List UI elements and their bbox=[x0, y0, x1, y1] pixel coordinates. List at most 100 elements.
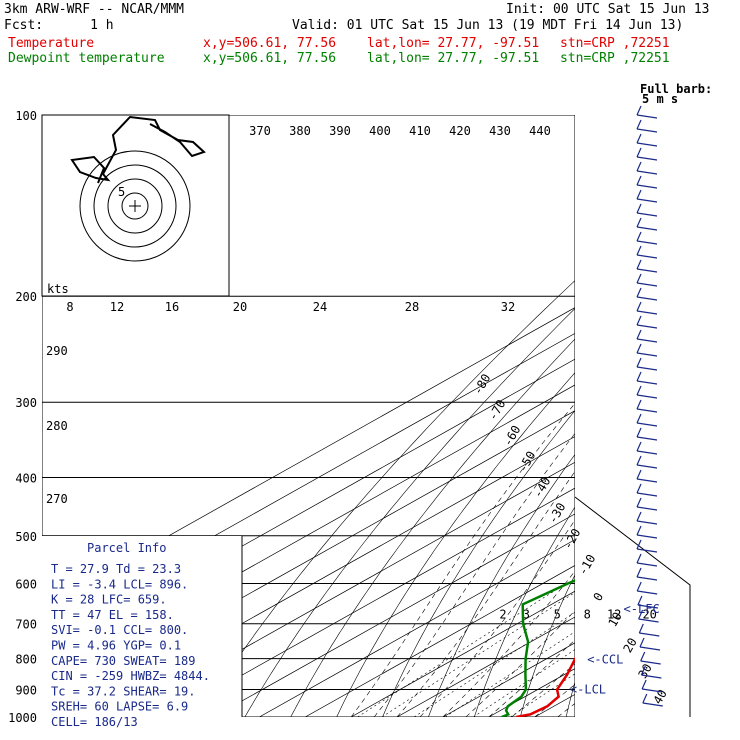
moist-adiabat bbox=[350, 402, 575, 717]
theta-label: 400 bbox=[369, 124, 391, 138]
wind-barb-flag bbox=[638, 623, 644, 634]
wind-barb-flag bbox=[636, 301, 642, 312]
isotherm bbox=[350, 590, 575, 717]
wind-scale-label: Full barb: bbox=[640, 82, 712, 96]
wind-barb bbox=[638, 618, 659, 623]
parcel-info-row: T = 27.9 Td = 23.3 bbox=[51, 562, 181, 576]
wind-barb bbox=[636, 492, 658, 497]
wind-barb bbox=[636, 506, 658, 511]
wind-barb bbox=[636, 436, 658, 441]
hodograph-units: kts bbox=[47, 282, 69, 296]
wind-barb bbox=[636, 254, 658, 259]
wind-barb-flag bbox=[636, 133, 642, 144]
dewpoint-profile bbox=[501, 579, 575, 717]
parcel-info-box bbox=[42, 536, 242, 717]
wind-barb-flag bbox=[636, 497, 642, 508]
isotherm-label: 20 bbox=[620, 636, 639, 656]
legend-temperature-label: Temperature bbox=[8, 36, 95, 51]
mixing-ratio-label: 3 bbox=[523, 608, 530, 622]
wind-barb-flag bbox=[636, 189, 642, 200]
hodograph-speed-label: 16 bbox=[165, 300, 179, 314]
parcel-level-label: <-LFC bbox=[624, 602, 660, 616]
theta-label: 270 bbox=[46, 492, 68, 506]
isotherm bbox=[305, 565, 575, 717]
wind-barb bbox=[636, 226, 658, 231]
wind-barb-flag bbox=[636, 245, 642, 256]
legend-temperature-xy: x,y=506.61, 77.56 bbox=[203, 36, 337, 51]
pressure-label: 1000 bbox=[8, 711, 37, 725]
dry-adiabat bbox=[612, 115, 740, 717]
pressure-label: 700 bbox=[15, 618, 37, 632]
wind-barb bbox=[636, 240, 658, 245]
dry-adiabat bbox=[565, 680, 575, 717]
model-title: 3km ARW-WRF -- NCAR/MMM bbox=[4, 2, 185, 17]
wind-barb-flag bbox=[636, 105, 642, 116]
wind-barb bbox=[636, 464, 658, 469]
parcel-info-row: CIN = -259 HWBZ= 4844. bbox=[51, 669, 210, 683]
hodograph-speed-label: 28 bbox=[405, 300, 419, 314]
moist-adiabat bbox=[465, 610, 575, 717]
isotherm-label: -30 bbox=[545, 500, 568, 526]
parcel-level-label: <-CCL bbox=[587, 653, 623, 667]
hodograph-ring bbox=[93, 164, 177, 248]
isotherm-label: 30 bbox=[635, 661, 654, 681]
wind-barb-flag bbox=[636, 385, 642, 396]
mixing-ratio-line bbox=[381, 592, 575, 717]
wind-barb bbox=[637, 590, 658, 595]
wind-barb-flag bbox=[640, 651, 646, 662]
isotherm-label: -20 bbox=[560, 526, 583, 552]
pressure-label: 100 bbox=[15, 109, 37, 123]
wind-barb bbox=[642, 702, 663, 707]
isotherm bbox=[581, 115, 740, 717]
wind-barb-flag bbox=[636, 119, 642, 130]
wind-barb bbox=[636, 520, 658, 525]
legend-dewpoint-xy: x,y=506.61, 77.56 bbox=[203, 51, 337, 66]
wind-barb-flag bbox=[636, 469, 642, 480]
wind-barb bbox=[636, 212, 658, 217]
pressure-label: 900 bbox=[15, 683, 37, 697]
temperature-profile bbox=[516, 656, 575, 717]
theta-label: 380 bbox=[289, 124, 311, 138]
pressure-label: 600 bbox=[15, 577, 37, 591]
parcel-info-row: Tc = 37.2 SHEAR= 19. bbox=[51, 684, 196, 698]
parcel-info-row: PW = 4.96 YGP= 0.1 bbox=[51, 639, 181, 653]
moist-adiabat bbox=[511, 663, 575, 717]
wind-scale-units: 5 m s bbox=[642, 92, 678, 106]
theta-label: 420 bbox=[449, 124, 471, 138]
hodograph-speed-label: 20 bbox=[233, 300, 247, 314]
valid-time: Valid: 01 UTC Sat 15 Jun 13 (19 MDT Fri … bbox=[292, 18, 684, 33]
isotherm-label: -80 bbox=[470, 371, 493, 397]
wind-barb bbox=[636, 576, 658, 581]
wind-barb bbox=[636, 128, 658, 133]
hodograph-speed-label: 32 bbox=[501, 300, 515, 314]
mixing-ratio-label: 2 bbox=[499, 608, 506, 622]
wind-barb bbox=[636, 366, 658, 371]
dry-adiabat bbox=[198, 280, 575, 717]
parcel-info-row: SVI= -0.1 CCL= 800. bbox=[51, 623, 188, 637]
mixing-ratio-label: 12 bbox=[607, 608, 621, 622]
mixing-ratio-line bbox=[473, 649, 575, 717]
isotherm-label: 40 bbox=[650, 687, 669, 707]
parcel-info-row: LI = -3.4 LCL= 896. bbox=[51, 577, 188, 591]
moist-adiabat bbox=[419, 519, 575, 717]
parcel-info-row: CELL= 186/13 bbox=[51, 715, 138, 729]
wind-barb bbox=[640, 660, 661, 665]
moist-adiabat bbox=[488, 639, 575, 717]
wind-barb bbox=[636, 282, 658, 287]
wind-barb-flag bbox=[636, 455, 642, 466]
hodograph-ring-label: 5 bbox=[118, 185, 125, 199]
moist-adiabat bbox=[396, 470, 575, 717]
parcel-info-row: TT = 47 EL = 158. bbox=[51, 608, 174, 622]
wind-barb bbox=[636, 408, 658, 413]
wind-barb bbox=[636, 394, 658, 399]
wind-barb-flag bbox=[636, 161, 642, 172]
pressure-label: 300 bbox=[15, 396, 37, 410]
wind-panel-edge bbox=[574, 496, 691, 717]
wind-barb-flag bbox=[636, 413, 642, 424]
wind-barb-flag bbox=[636, 231, 642, 242]
mixing-ratio-label: 20 bbox=[642, 608, 656, 622]
wind-barb-flag bbox=[636, 483, 642, 494]
wind-barb bbox=[636, 478, 658, 483]
wind-barb bbox=[636, 338, 658, 343]
theta-label: 440 bbox=[529, 124, 551, 138]
